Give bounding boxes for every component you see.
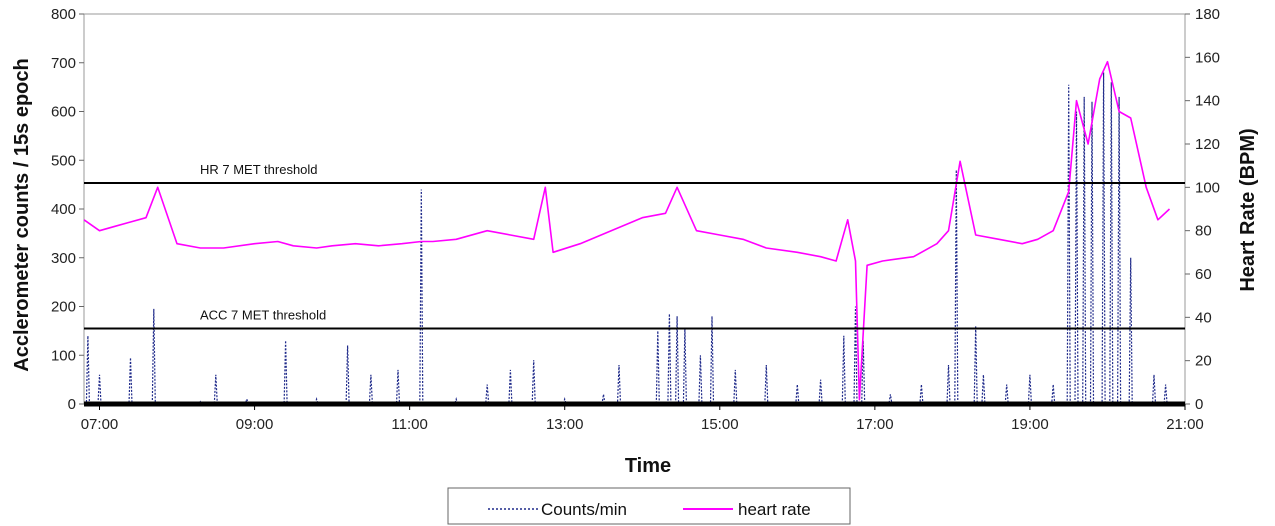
threshold-label: HR 7 MET threshold [200, 162, 318, 177]
left-tick-label: 500 [51, 152, 76, 169]
left-tick-label: 300 [51, 250, 76, 267]
left-tick-label: 200 [51, 299, 76, 316]
x-axis-title: Time [625, 455, 671, 477]
left-tick-label: 600 [51, 104, 76, 121]
legend: Counts/min heart rate [447, 487, 851, 525]
x-tick-label: 13:00 [546, 416, 584, 433]
legend-box [447, 487, 851, 525]
right-axis-title: Heart Rate (BPM) [1237, 128, 1259, 291]
right-tick-label: 20 [1195, 353, 1212, 370]
left-tick-label: 800 [51, 6, 76, 23]
series-line-heart-rate [83, 60, 1171, 401]
x-tick-label: 15:00 [701, 416, 739, 433]
x-tick-label: 17:00 [856, 416, 894, 433]
left-tick-label: 100 [51, 347, 76, 364]
x-tick-label: 11:00 [391, 416, 427, 433]
right-tick-label: 100 [1195, 179, 1220, 196]
x-tick-label: 19:00 [1011, 416, 1049, 433]
legend-label-counts: Counts/min [541, 500, 627, 519]
threshold-label: ACC 7 MET threshold [200, 307, 326, 322]
x-tick-label: 21:00 [1166, 416, 1204, 433]
left-tick-label: 0 [68, 396, 76, 413]
threshold-layer: HR 7 MET threshold ACC 7 MET threshold [84, 162, 1185, 330]
left-tick-label: 700 [51, 55, 76, 72]
right-tick-label: 140 [1195, 93, 1220, 110]
right-tick-label: 40 [1195, 309, 1212, 326]
plot-area [83, 13, 1186, 405]
left-tick-label: 400 [51, 201, 76, 218]
right-tick-label: 80 [1195, 223, 1212, 240]
legend-label-heart-rate: heart rate [738, 500, 811, 519]
x-tick-label: 09:00 [236, 416, 274, 433]
right-axis-ticks: 0 20 40 60 80 100 120 140 160 180 [1185, 6, 1220, 413]
left-axis-ticks: 0 100 200 300 400 500 600 700 800 [51, 6, 84, 413]
left-axis-title: Acclerometer counts / 15s epoch [11, 58, 33, 371]
right-tick-label: 180 [1195, 6, 1220, 23]
series-layer [83, 60, 1171, 405]
x-axis-ticks: 07:00 09:00 11:00 13:00 15:00 17:00 19:00 21:00 [81, 404, 1204, 433]
right-tick-label: 160 [1195, 49, 1220, 66]
right-tick-label: 120 [1195, 136, 1220, 153]
right-tick-label: 60 [1195, 266, 1212, 283]
right-tick-label: 0 [1195, 396, 1203, 413]
series-line-counts [85, 72, 1168, 405]
x-tick-label: 07:00 [81, 416, 119, 433]
